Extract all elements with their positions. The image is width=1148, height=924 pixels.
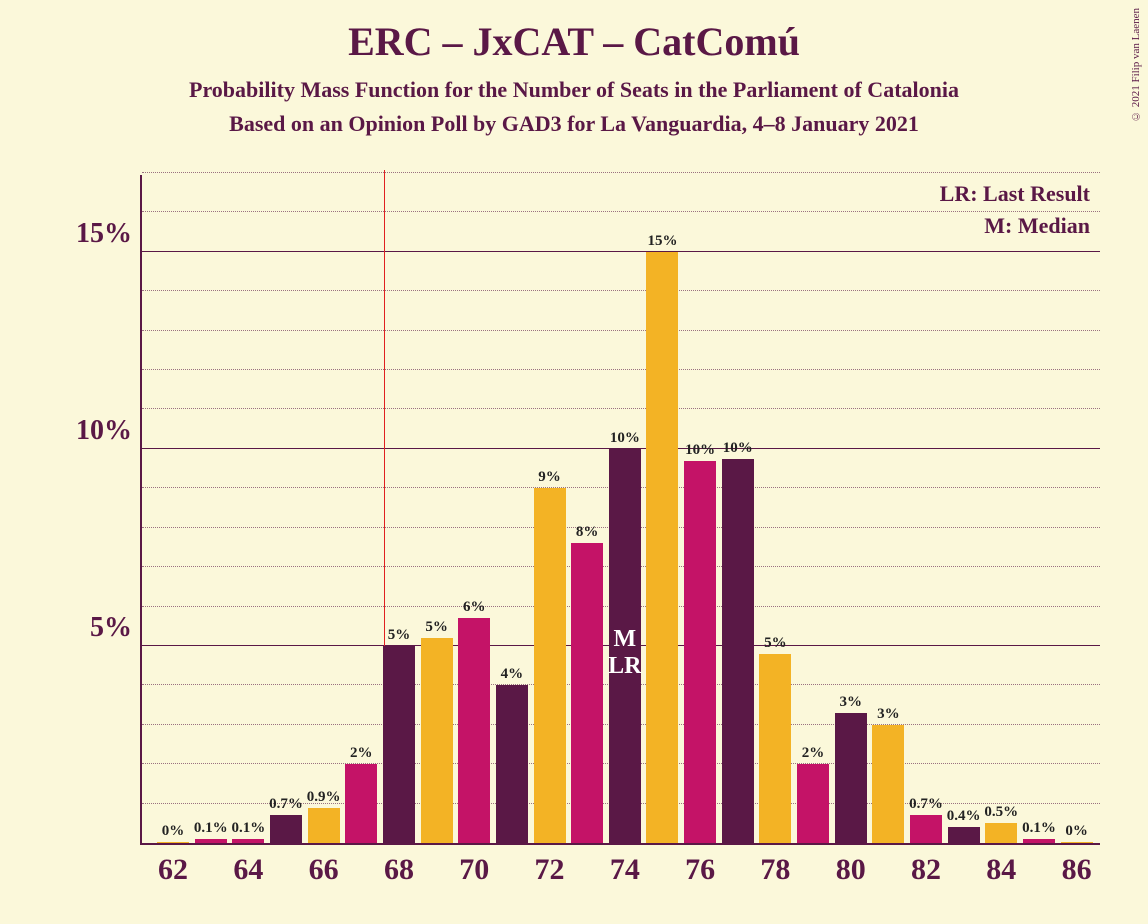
bar: 0.5% bbox=[985, 823, 1017, 843]
bar-value-label: 2% bbox=[802, 745, 825, 762]
bar-value-label: 10% bbox=[685, 442, 715, 459]
y-axis-label: 15% bbox=[76, 218, 142, 250]
gridline-minor bbox=[142, 330, 1100, 331]
bar-value-label: 9% bbox=[538, 469, 561, 486]
chart-title: ERC – JxCAT – CatComú bbox=[0, 18, 1148, 65]
title-block: ERC – JxCAT – CatComú Probability Mass F… bbox=[0, 0, 1148, 137]
copyright-text: © 2021 Filip van Laenen bbox=[1130, 8, 1142, 122]
bar-value-label: 0.4% bbox=[947, 808, 981, 825]
x-axis-label: 74 bbox=[610, 843, 640, 887]
bar-value-label: 5% bbox=[425, 619, 448, 636]
bar: 3% bbox=[835, 713, 867, 843]
median-label: MLR bbox=[608, 626, 641, 680]
x-axis-label: 78 bbox=[760, 843, 790, 887]
bar-value-label: 8% bbox=[576, 524, 599, 541]
bar: 9% bbox=[534, 488, 566, 843]
bar-value-label: 0.7% bbox=[909, 796, 943, 813]
bar-value-label: 4% bbox=[501, 666, 524, 683]
chart-subtitle-2: Based on an Opinion Poll by GAD3 for La … bbox=[0, 111, 1148, 137]
bar: 5% bbox=[383, 646, 415, 843]
bar-value-label: 0.9% bbox=[307, 789, 341, 806]
bar-value-label: 0.7% bbox=[269, 796, 303, 813]
bar: 5% bbox=[421, 638, 453, 843]
bar: 8% bbox=[571, 543, 603, 843]
bar: 3% bbox=[872, 725, 904, 843]
bar-value-label: 3% bbox=[839, 694, 862, 711]
bar-value-label: 0.5% bbox=[984, 804, 1018, 821]
bar-value-label: 2% bbox=[350, 745, 373, 762]
bar-value-label: 0.1% bbox=[231, 820, 265, 837]
legend-m: M: Median bbox=[940, 213, 1090, 239]
bar: 10% bbox=[684, 461, 716, 843]
y-axis-label: 10% bbox=[76, 415, 142, 447]
x-axis-label: 68 bbox=[384, 843, 414, 887]
bar-value-label: 6% bbox=[463, 599, 486, 616]
x-axis-label: 64 bbox=[233, 843, 263, 887]
x-axis-label: 86 bbox=[1062, 843, 1092, 887]
bar: 6% bbox=[458, 618, 490, 843]
bar: 0.4% bbox=[948, 827, 980, 843]
gridline-minor bbox=[142, 211, 1100, 212]
bar-value-label: 5% bbox=[388, 627, 411, 644]
x-axis-label: 84 bbox=[986, 843, 1016, 887]
plot-area: LR: Last Result M: Median 5%10%15%0%0.1%… bbox=[140, 175, 1100, 845]
bar-value-label: 10% bbox=[723, 440, 753, 457]
gridline-minor bbox=[142, 290, 1100, 291]
x-axis-label: 62 bbox=[158, 843, 188, 887]
bar: 10% bbox=[722, 459, 754, 843]
bar: 4% bbox=[496, 685, 528, 843]
bar: 10%MLR bbox=[609, 449, 641, 843]
bar-value-label: 0% bbox=[162, 823, 185, 840]
bar: 0.9% bbox=[308, 808, 340, 843]
gridline-minor bbox=[142, 172, 1100, 173]
chart-container: LR: Last Result M: Median 5%10%15%0%0.1%… bbox=[60, 175, 1120, 905]
bar-value-label: 0% bbox=[1065, 823, 1088, 840]
chart-subtitle-1: Probability Mass Function for the Number… bbox=[0, 77, 1148, 103]
gridline-minor bbox=[142, 408, 1100, 409]
gridline-major bbox=[142, 251, 1100, 252]
bar-value-label: 15% bbox=[647, 233, 677, 250]
bar-value-label: 0.1% bbox=[1022, 820, 1056, 837]
gridline-minor bbox=[142, 369, 1100, 370]
x-axis-label: 70 bbox=[459, 843, 489, 887]
x-axis-label: 72 bbox=[535, 843, 565, 887]
bar: 2% bbox=[797, 764, 829, 843]
bar: 0.1% bbox=[1023, 839, 1055, 843]
bar-value-label: 5% bbox=[764, 635, 787, 652]
x-axis-label: 66 bbox=[309, 843, 339, 887]
bar-value-label: 3% bbox=[877, 706, 900, 723]
bar: 0.1% bbox=[195, 839, 227, 843]
bar-value-label: 10% bbox=[610, 430, 640, 447]
x-axis-label: 82 bbox=[911, 843, 941, 887]
bar: 5% bbox=[759, 654, 791, 843]
y-axis-label: 5% bbox=[90, 612, 142, 644]
bar: 2% bbox=[345, 764, 377, 843]
legend: LR: Last Result M: Median bbox=[940, 181, 1090, 245]
bar: 0.7% bbox=[270, 815, 302, 843]
legend-lr: LR: Last Result bbox=[940, 181, 1090, 207]
x-axis-label: 76 bbox=[685, 843, 715, 887]
x-axis-label: 80 bbox=[836, 843, 866, 887]
bar: 0.7% bbox=[910, 815, 942, 843]
bar: 15% bbox=[646, 252, 678, 843]
bar-value-label: 0.1% bbox=[194, 820, 228, 837]
